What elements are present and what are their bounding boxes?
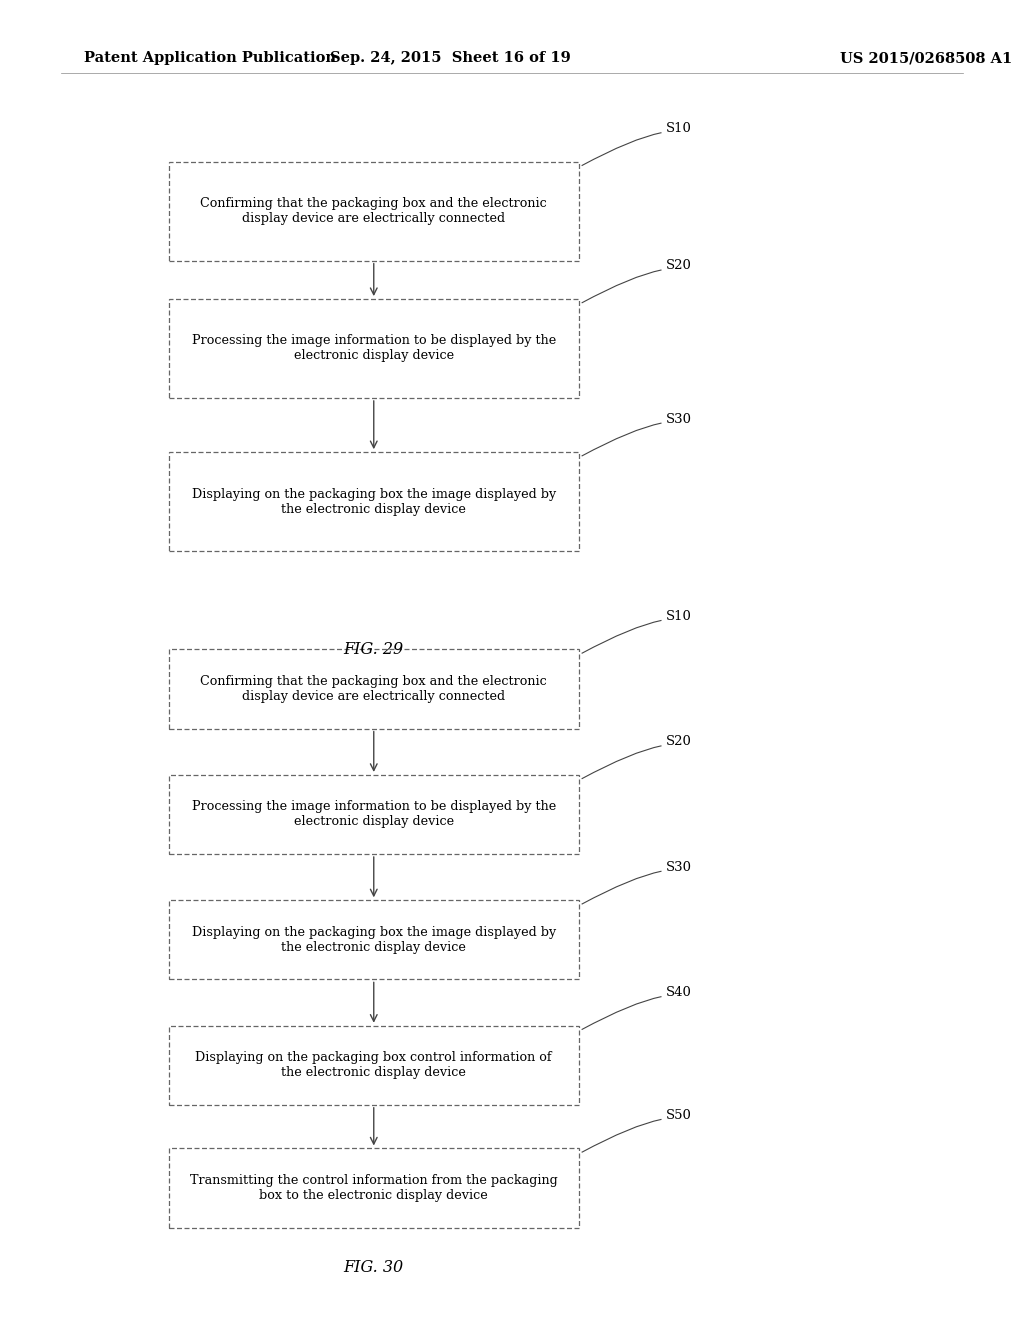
Text: S10: S10	[666, 610, 691, 623]
Text: S20: S20	[666, 735, 691, 748]
Text: FIG. 30: FIG. 30	[344, 1259, 403, 1275]
Text: Patent Application Publication: Patent Application Publication	[84, 51, 336, 65]
Text: Displaying on the packaging box control information of
the electronic display de: Displaying on the packaging box control …	[196, 1051, 552, 1080]
FancyBboxPatch shape	[169, 649, 579, 729]
FancyBboxPatch shape	[169, 300, 579, 399]
Text: Processing the image information to be displayed by the
electronic display devic: Processing the image information to be d…	[191, 800, 556, 829]
Text: S30: S30	[666, 413, 691, 425]
Text: FIG. 29: FIG. 29	[344, 642, 403, 657]
Text: Transmitting the control information from the packaging
box to the electronic di: Transmitting the control information fro…	[189, 1173, 558, 1203]
Text: Confirming that the packaging box and the electronic
display device are electric: Confirming that the packaging box and th…	[201, 675, 547, 704]
Text: Processing the image information to be displayed by the
electronic display devic: Processing the image information to be d…	[191, 334, 556, 363]
Text: Displaying on the packaging box the image displayed by
the electronic display de: Displaying on the packaging box the imag…	[191, 487, 556, 516]
Text: Displaying on the packaging box the image displayed by
the electronic display de: Displaying on the packaging box the imag…	[191, 925, 556, 954]
FancyBboxPatch shape	[169, 1026, 579, 1105]
Text: US 2015/0268508 A1: US 2015/0268508 A1	[840, 51, 1012, 65]
FancyBboxPatch shape	[169, 451, 579, 552]
FancyBboxPatch shape	[169, 1148, 579, 1228]
FancyBboxPatch shape	[169, 775, 579, 854]
Text: S10: S10	[666, 123, 691, 135]
Text: S30: S30	[666, 861, 691, 874]
FancyBboxPatch shape	[169, 162, 579, 261]
Text: S40: S40	[666, 986, 691, 999]
Text: S20: S20	[666, 260, 691, 272]
Text: S50: S50	[666, 1109, 691, 1122]
Text: Sep. 24, 2015  Sheet 16 of 19: Sep. 24, 2015 Sheet 16 of 19	[330, 51, 571, 65]
Text: Confirming that the packaging box and the electronic
display device are electric: Confirming that the packaging box and th…	[201, 197, 547, 226]
FancyBboxPatch shape	[169, 900, 579, 979]
